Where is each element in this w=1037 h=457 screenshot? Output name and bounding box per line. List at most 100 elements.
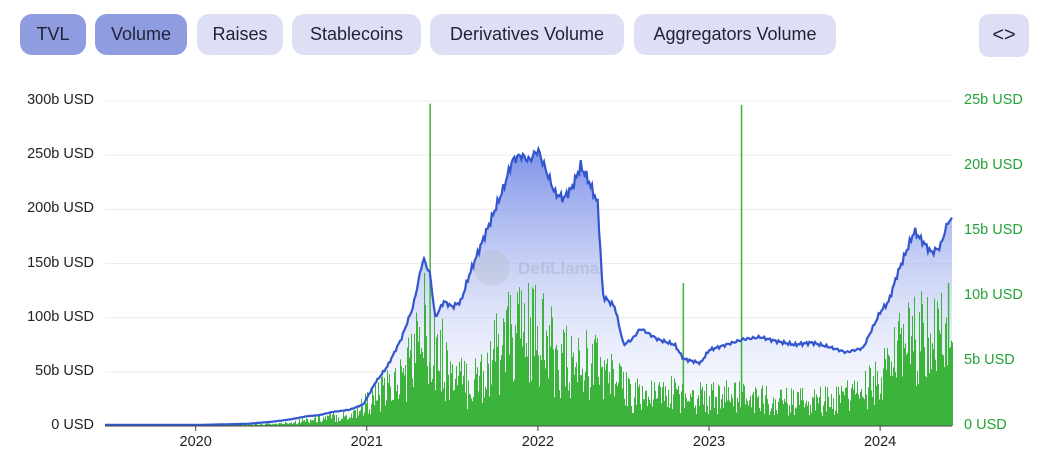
tab-volume[interactable]: Volume [95,14,187,55]
volume-bar [618,382,619,426]
volume-bar [491,384,492,426]
volume-bar [718,384,719,426]
volume-bar [500,359,501,426]
volume-bar [397,384,398,426]
volume-bar [679,394,680,426]
volume-bar [832,408,833,426]
volume-bar [611,353,612,426]
volume-bar [862,396,863,426]
volume-bar [308,421,309,426]
volume-bar [659,382,660,426]
volume-bar [223,424,224,426]
volume-bar [512,337,513,426]
embed-code-button[interactable]: <> [979,14,1029,57]
volume-bar [908,302,909,426]
volume-bar [892,375,893,426]
volume-bar [292,424,293,426]
volume-bar [839,394,840,426]
volume-bar [658,385,659,426]
tab-derivatives-volume[interactable]: Derivatives Volume [430,14,624,55]
volume-bar [477,367,478,426]
volume-bar [257,424,258,426]
volume-bar [640,403,641,426]
volume-bar [558,370,559,426]
volume-bar [786,387,787,426]
x-tick-label: 2020 [179,434,212,450]
volume-bar [409,357,410,426]
volume-bar [245,424,246,426]
volume-bar [930,333,931,426]
y-left-tick-label: 0 USD [51,417,94,433]
volume-bar [719,386,720,426]
volume-bar [814,389,815,426]
volume-bar [903,323,904,426]
volume-bar [233,424,234,426]
volume-bar [330,413,331,426]
y-left-tick-label: 50b USD [35,362,94,379]
volume-bar [603,399,604,426]
volume-bar [767,399,768,426]
volume-bar [822,415,823,426]
volume-bar [544,360,545,426]
volume-bar [808,401,809,426]
volume-bar [290,423,291,426]
volume-bar [594,339,595,426]
volume-bar [249,424,250,426]
volume-bar [284,423,285,426]
volume-spike-bar [429,103,431,426]
volume-bar [943,355,944,426]
volume-bar [652,406,653,426]
volume-bar [707,405,708,426]
tab-aggregators-volume[interactable]: Aggregators Volume [634,14,836,55]
volume-bar [517,292,518,426]
volume-bar [280,423,281,426]
volume-bar [358,415,359,426]
tvl-line [105,145,953,426]
volume-bar [651,380,652,426]
volume-bar [646,390,647,426]
volume-bar [410,350,411,426]
volume-bar [899,312,900,426]
volume-bar [379,394,380,426]
volume-bar [885,359,886,426]
volume-spike-bar [740,104,743,427]
volume-bar [583,392,584,426]
volume-bar [494,320,495,426]
volume-bar [565,386,566,426]
volume-bar [527,356,528,426]
volume-bar [336,414,337,426]
volume-bar [564,332,565,426]
volume-bar [289,423,290,426]
volume-bar [342,418,343,426]
volume-bar [458,375,459,426]
volume-bar [344,416,345,426]
volume-bar [752,394,753,426]
x-axis-ticks [105,425,952,431]
volume-bar [549,325,550,426]
volume-bar [395,367,396,426]
volume-bar [858,394,859,426]
volume-bar [668,389,669,426]
volume-bar [328,416,329,426]
volume-bar [349,417,350,426]
volume-bar [487,352,488,426]
volume-bar [854,380,855,426]
volume-bar [706,384,707,426]
volume-bar [473,397,474,426]
volume-bar [793,390,794,426]
volume-bar [318,415,319,426]
tab-stablecoins[interactable]: Stablecoins [292,14,421,55]
volume-bar [902,376,903,426]
volume-bar [510,295,511,426]
volume-bar [577,381,578,426]
tab-tvl[interactable]: TVL [20,14,86,55]
tab-raises[interactable]: Raises [197,14,283,55]
volume-bar [381,376,382,426]
volume-bar [725,402,726,426]
volume-bar [385,405,386,426]
volume-bar [779,398,780,426]
volume-bar [828,396,829,426]
x-tick-label: 2021 [350,434,383,450]
volume-bar [869,365,870,426]
volume-bar [941,292,942,426]
